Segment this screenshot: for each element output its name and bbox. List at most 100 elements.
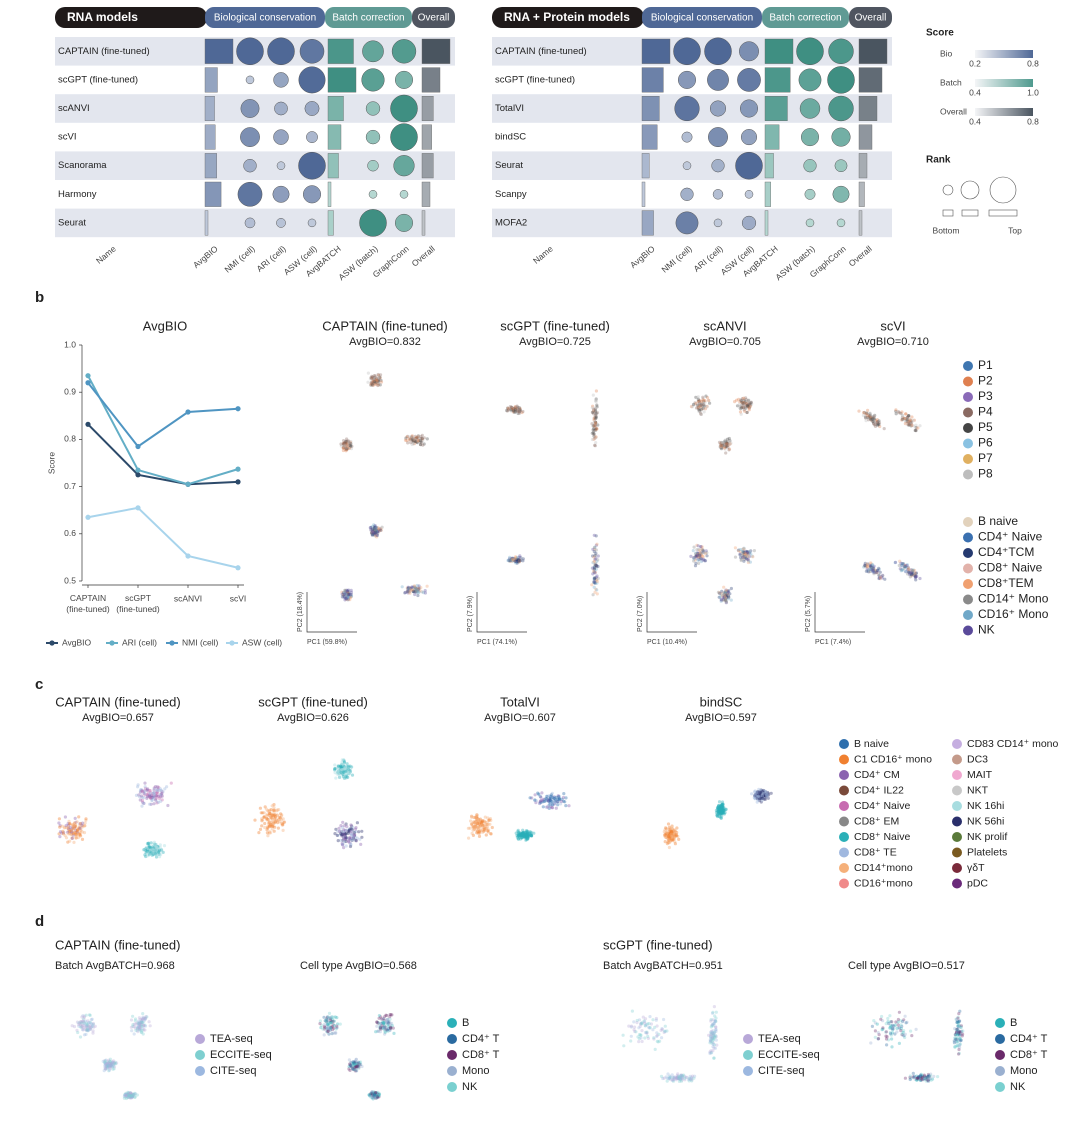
embedding-point xyxy=(376,383,380,387)
embedding-point xyxy=(346,443,350,447)
embedding-point xyxy=(318,1022,322,1026)
embedding-point xyxy=(711,1045,715,1049)
embedding-point xyxy=(739,399,743,403)
embedding-point xyxy=(372,530,376,534)
embedding-point xyxy=(515,558,520,562)
group-pill xyxy=(849,7,892,28)
embedding-point xyxy=(389,1013,393,1017)
embedding-point xyxy=(344,447,349,451)
embedding-point xyxy=(348,598,352,602)
embedding-point xyxy=(513,405,517,409)
embedding-point xyxy=(513,409,518,413)
embedding-point xyxy=(510,559,515,563)
rank-circle xyxy=(989,176,1017,204)
embedding-point xyxy=(378,376,382,380)
score-circle xyxy=(798,68,822,92)
score-circle xyxy=(828,95,854,122)
score-bar xyxy=(858,181,865,207)
embedding-point xyxy=(408,589,412,593)
score-circle xyxy=(361,68,385,92)
embedding-point xyxy=(755,800,759,804)
row-name: CAPTAIN (fine-tuned) xyxy=(58,46,150,57)
embedding-point xyxy=(373,529,377,533)
plot-subtitle: Batch AvgBATCH=0.951 xyxy=(603,960,723,972)
score-circle xyxy=(306,131,318,144)
embedding-point xyxy=(724,451,728,455)
embedding-point xyxy=(344,592,348,596)
embedding-point xyxy=(343,441,347,445)
embedding-point xyxy=(591,428,595,432)
embedding-point xyxy=(80,1025,84,1029)
embedding-point xyxy=(679,1079,684,1083)
row-name: bindSC xyxy=(495,132,526,143)
embedding-point xyxy=(130,1029,134,1033)
embedding-point xyxy=(515,559,520,563)
embedding-point xyxy=(342,444,346,448)
embedding-point xyxy=(594,428,598,432)
embedding-point xyxy=(419,586,423,590)
score-circle xyxy=(298,151,326,180)
embedding-point xyxy=(489,832,493,836)
embedding-point xyxy=(670,824,674,828)
panel-label: d xyxy=(35,913,44,930)
embedding-point xyxy=(591,410,595,414)
embedding-point xyxy=(512,406,517,411)
embedding-point xyxy=(515,409,519,413)
embedding-point xyxy=(410,588,414,592)
row-name: scVI xyxy=(58,132,76,143)
embedding-point xyxy=(349,439,353,444)
embedding-point xyxy=(516,558,520,562)
legend-label: NK xyxy=(462,1081,478,1093)
legend-label: CITE-seq xyxy=(210,1065,256,1077)
embedding-point xyxy=(348,444,353,448)
embedding-point xyxy=(107,1058,111,1062)
score-circle xyxy=(391,39,417,64)
embedding-point xyxy=(907,422,911,426)
plot-title: scGPT (fine-tuned) xyxy=(258,694,368,709)
embedding-point xyxy=(595,579,600,584)
embedding-point xyxy=(708,1051,712,1056)
legend-label: CD4⁺ T xyxy=(1010,1033,1048,1045)
embedding-point xyxy=(351,1067,355,1071)
embedding-point xyxy=(592,419,597,423)
embedding-point xyxy=(745,410,749,414)
embedding-point xyxy=(265,831,269,835)
embedding-point xyxy=(142,801,146,806)
embedding-point xyxy=(918,576,922,581)
embedding-point xyxy=(413,434,417,438)
embedding-point xyxy=(662,1017,666,1022)
embedding-point xyxy=(911,1071,915,1075)
embedding-point xyxy=(509,407,513,412)
embedding-point xyxy=(752,549,757,553)
row-name: Seurat xyxy=(495,160,523,171)
embedding-point xyxy=(371,376,375,380)
embedding-point xyxy=(346,597,351,601)
embedding-point xyxy=(369,528,373,532)
embedding-point xyxy=(701,554,705,558)
embedding-point xyxy=(415,588,419,592)
embedding-point xyxy=(691,402,696,407)
legend-label: CD14⁺ Mono xyxy=(978,592,1049,606)
score-bar xyxy=(421,124,432,150)
score-circle xyxy=(276,218,286,228)
embedding-point xyxy=(349,823,353,827)
embedding-point xyxy=(507,559,511,563)
scale-max: 0.8 xyxy=(1027,116,1039,126)
legend-label: P1 xyxy=(978,358,993,372)
legend-swatch xyxy=(963,548,973,558)
embedding-point xyxy=(372,380,377,384)
embedding-point xyxy=(347,1058,351,1062)
embedding-point xyxy=(699,412,704,416)
embedding-point xyxy=(342,592,347,596)
y-tick-label: 0.7 xyxy=(64,481,76,491)
embedding-point xyxy=(875,1022,879,1026)
score-bar xyxy=(858,95,878,121)
score-bar xyxy=(641,38,671,64)
embedding-point xyxy=(911,569,915,573)
embedding-point xyxy=(592,580,596,584)
rank-label: Top xyxy=(1008,225,1022,235)
embedding-point xyxy=(375,533,379,538)
embedding-point xyxy=(129,1025,133,1029)
embedding-point xyxy=(344,449,348,453)
embedding-point xyxy=(416,439,420,443)
